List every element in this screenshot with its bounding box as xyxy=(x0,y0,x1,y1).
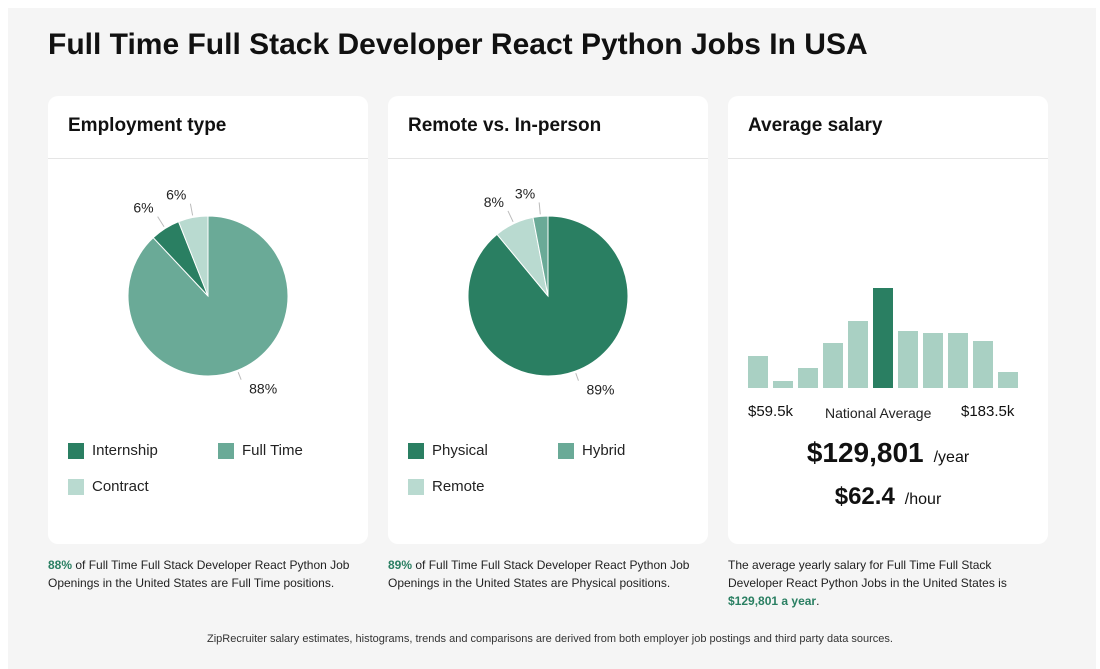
remote-caption-pct: 89% xyxy=(388,558,413,572)
salary-caption: The average yearly salary for Full Time … xyxy=(728,556,1048,610)
salary-caption-text: The average yearly salary for Full Time … xyxy=(728,558,1007,590)
pie-leader-line xyxy=(157,216,165,228)
employment-caption: 88% of Full Time Full Stack Developer Re… xyxy=(48,556,368,592)
salary-caption-value: $129,801 a year xyxy=(728,594,817,608)
employment-pie-chart: 88% 6% 6% xyxy=(127,187,289,397)
pie-leader-line xyxy=(189,203,194,216)
histogram-bar xyxy=(773,381,793,388)
histogram-min-label: $59.5k xyxy=(748,403,794,420)
legend-full-time: Full Time xyxy=(218,442,303,459)
employment-type-title: Employment type xyxy=(68,115,227,136)
card-divider xyxy=(728,158,1048,159)
legend-swatch-remote xyxy=(408,478,424,495)
legend-label-full-time: Full Time xyxy=(242,442,303,459)
average-salary-title: Average salary xyxy=(748,115,883,136)
card-divider xyxy=(388,158,708,159)
employment-caption-pct: 88% xyxy=(48,558,73,572)
histogram-max-label: $183.5k xyxy=(961,403,1015,420)
legend-swatch-physical xyxy=(408,442,424,459)
remote-vs-in-person-card: Remote vs. In-person 89% 8% 3% Physical Hy… xyxy=(388,96,708,544)
histogram-bar xyxy=(823,343,843,388)
legend-label-physical: Physical xyxy=(432,442,488,459)
pie-slice-hybrid xyxy=(532,215,549,297)
legend-internship: Internship xyxy=(68,442,158,459)
legend-swatch-internship xyxy=(68,442,84,459)
pie-label-full-time: 88% xyxy=(249,381,277,397)
employment-type-card: Employment type 88% 6% 6% Internship Full … xyxy=(48,96,368,544)
legend-remote: Remote xyxy=(408,478,485,495)
histogram-bar xyxy=(923,333,943,388)
yearly-salary: $129,801/year xyxy=(728,437,1048,469)
hourly-salary-unit: /hour xyxy=(904,491,942,508)
average-salary-card: Average salary $59.5k National Average $… xyxy=(728,96,1048,544)
histogram-bar xyxy=(973,341,993,388)
legend-hybrid: Hybrid xyxy=(558,442,625,459)
hourly-salary-value: $62.4 xyxy=(834,483,895,510)
histogram-national-average-label: National Average xyxy=(825,405,932,421)
yearly-salary-unit: /year xyxy=(933,449,970,466)
salary-caption-end: . xyxy=(816,594,820,608)
footer-disclaimer: ZipRecruiter salary estimates, histogram… xyxy=(207,633,893,645)
salary-histogram xyxy=(748,288,1018,388)
pie-label-contract: 6% xyxy=(166,187,186,203)
legend-physical: Physical xyxy=(408,442,488,459)
histogram-bar xyxy=(948,333,968,388)
histogram-bar xyxy=(748,356,768,388)
legend-swatch-full-time xyxy=(218,442,234,459)
pie-label-internship: 6% xyxy=(133,200,153,216)
pie-leader-line xyxy=(237,372,242,380)
employment-caption-text: of Full Time Full Stack Developer React … xyxy=(48,558,350,590)
histogram-bar xyxy=(798,368,818,388)
histogram-bar xyxy=(998,372,1018,388)
pie-label-hybrid: 3% xyxy=(515,185,535,201)
hourly-salary: $62.4/hour xyxy=(728,483,1048,511)
card-divider xyxy=(48,158,368,159)
legend-swatch-contract xyxy=(68,478,84,495)
pie-slice-contract xyxy=(177,215,209,297)
legend-label-internship: Internship xyxy=(92,442,158,459)
legend-label-remote: Remote xyxy=(432,478,485,495)
histogram-bar-average xyxy=(873,288,893,388)
yearly-salary-value: $129,801 xyxy=(806,437,924,468)
legend-swatch-hybrid xyxy=(558,442,574,459)
legend-contract: Contract xyxy=(68,478,149,495)
pie-label-remote: 8% xyxy=(484,194,504,210)
pie-leader-line xyxy=(507,210,514,223)
legend-label-hybrid: Hybrid xyxy=(582,442,626,459)
page-title: Full Time Full Stack Developer React Pyt… xyxy=(48,28,868,61)
histogram-bar xyxy=(848,321,868,388)
pie-label-physical: 89% xyxy=(586,382,614,398)
remote-vs-in-person-title: Remote vs. In-person xyxy=(408,115,602,136)
remote-caption-text: of Full Time Full Stack Developer React … xyxy=(388,558,690,590)
legend-label-contract: Contract xyxy=(92,478,149,495)
remote-pie-chart: 89% 8% 3% xyxy=(467,185,629,398)
histogram-bar xyxy=(898,331,918,388)
pie-leader-line xyxy=(538,202,541,215)
remote-caption: 89% of Full Time Full Stack Developer Re… xyxy=(388,556,708,592)
pie-leader-line xyxy=(575,372,579,381)
